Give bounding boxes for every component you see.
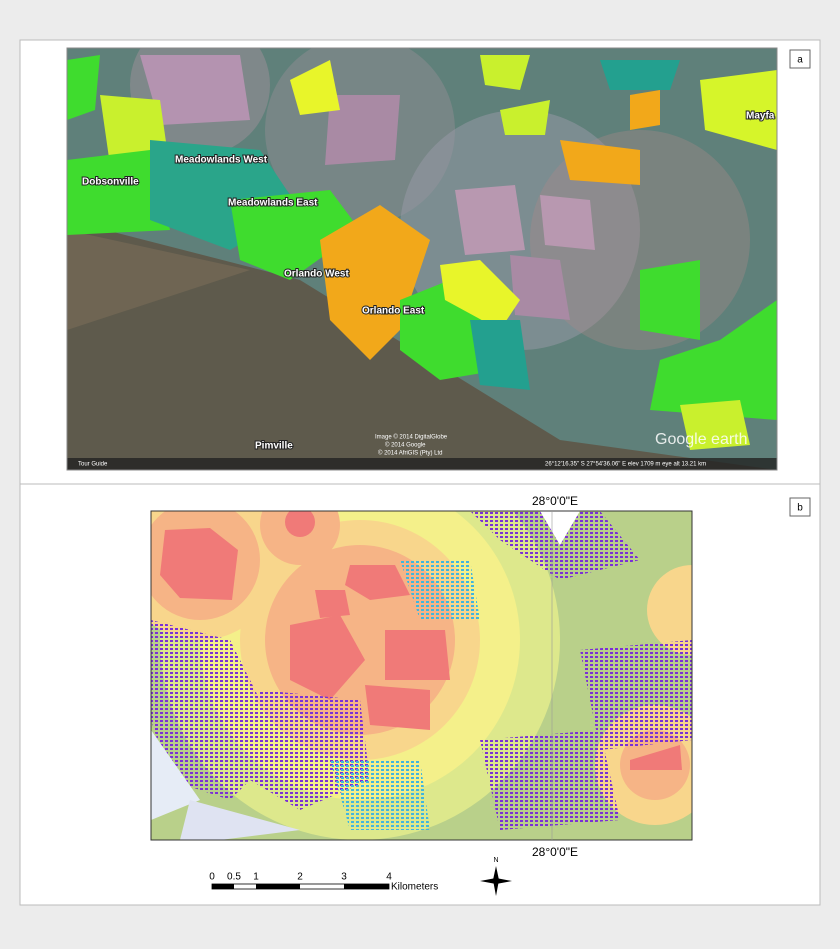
status-bar: 26°12'16.35" S 27°54'36.06" E elev 1709 …: [545, 462, 706, 468]
scale-bar: [211, 883, 390, 890]
north-arrow: [480, 866, 512, 896]
label-box: [789, 497, 811, 517]
place-label: Dobsonville: [82, 177, 139, 188]
map-border: [66, 47, 778, 471]
graticule-label: 28°0'0"E: [532, 494, 578, 508]
credit: © 2014 AfriGIS (Pty) Ltd: [378, 450, 442, 457]
place-label: Meadowlands West: [175, 155, 268, 166]
satellite-map: [67, 48, 777, 470]
place-label: Orlando West: [284, 269, 349, 280]
place-label: Mayfa: [746, 111, 775, 122]
scale-label: 0.5: [227, 872, 241, 883]
label-box: [789, 49, 811, 69]
hazard-map: [151, 511, 692, 840]
north-label: N: [493, 857, 498, 864]
credit: © 2014 Google: [385, 442, 426, 449]
credit: Image © 2014 DigitalGlobe: [375, 434, 448, 441]
scale-label: 4: [386, 872, 392, 883]
graticule-label: 28°0'0"E: [532, 845, 578, 859]
scale-label: 0: [209, 872, 215, 883]
tour-guide: Tour Guide: [78, 462, 108, 468]
place-label: Pimville: [255, 441, 293, 452]
scale-label: 1: [253, 872, 259, 883]
panel-label: b: [797, 503, 803, 514]
panel-label: a: [797, 55, 803, 66]
scale-label: 3: [341, 872, 347, 883]
map-border: [150, 510, 693, 841]
scale-label: 2: [297, 872, 303, 883]
place-label: Orlando East: [362, 306, 425, 317]
scale-unit: Kilometers: [391, 882, 438, 893]
place-label: Meadowlands East: [228, 198, 318, 209]
logo: Google earth: [655, 431, 748, 448]
